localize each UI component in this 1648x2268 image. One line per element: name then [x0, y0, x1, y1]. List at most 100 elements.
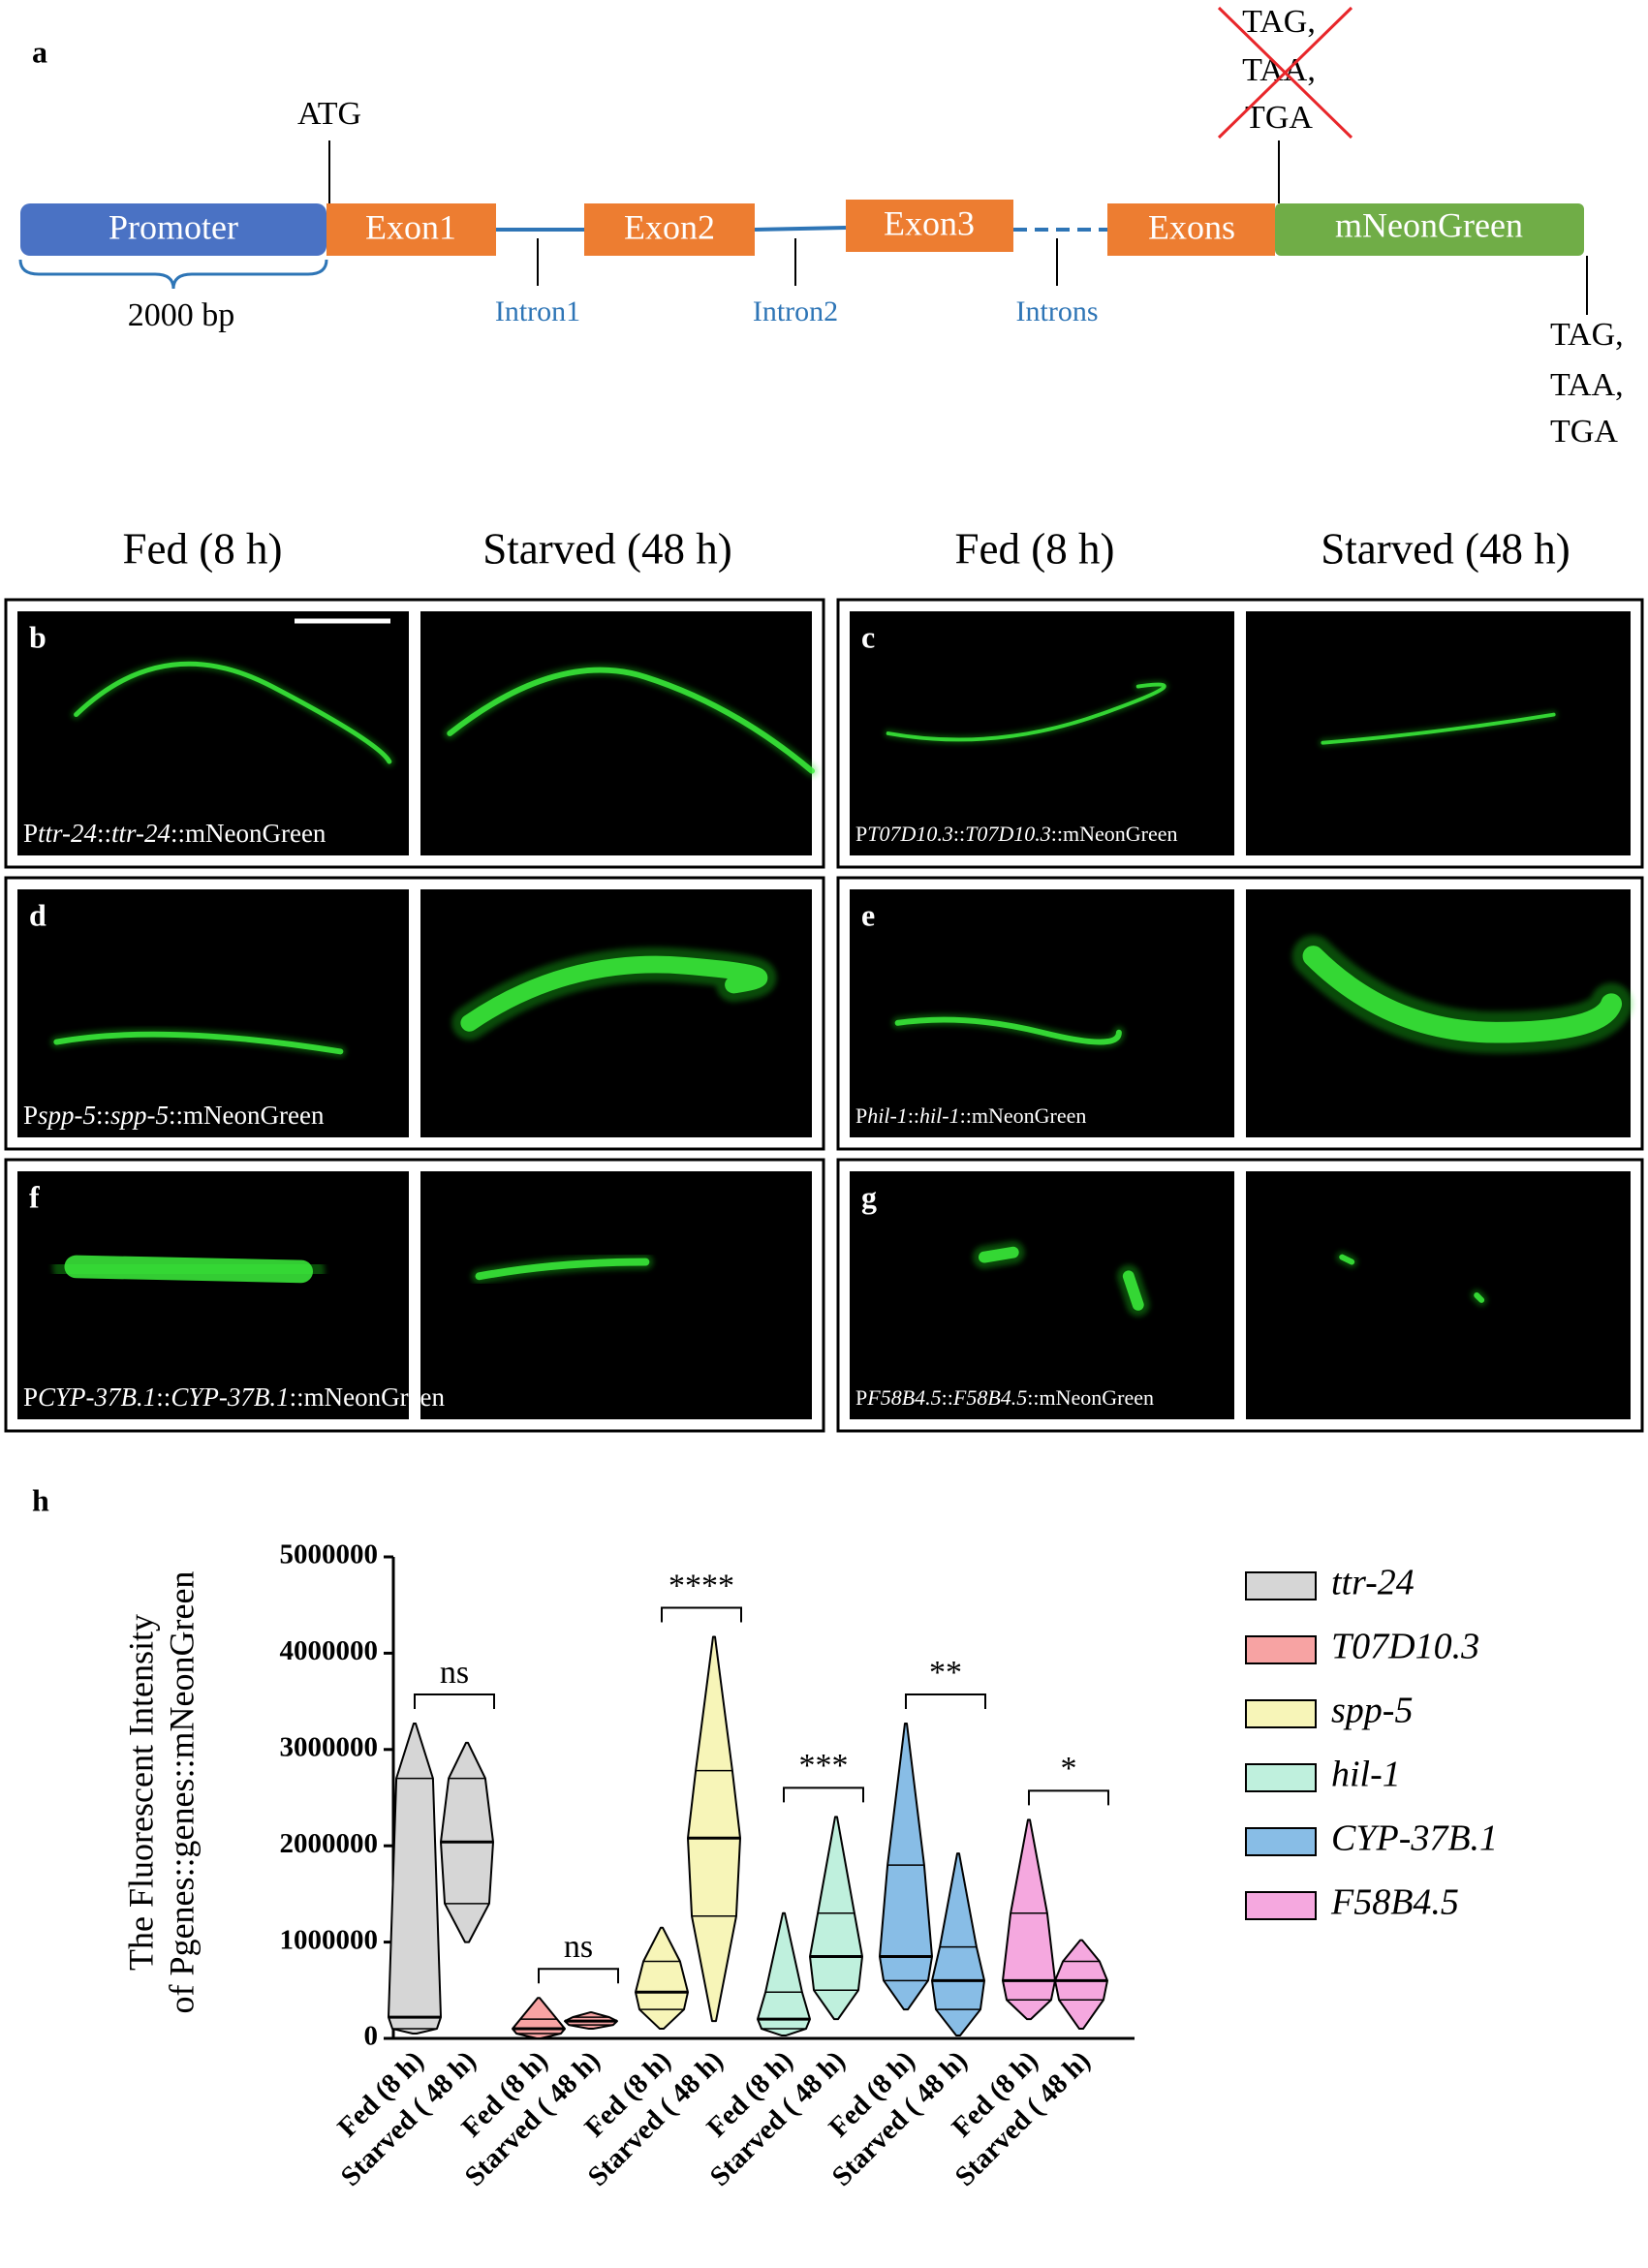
label-part: ::: [942, 1385, 953, 1410]
micrograph: [17, 889, 409, 1137]
label-part: T07D10.3: [965, 822, 1051, 846]
y-tick-label: 4000000: [280, 1635, 379, 1666]
micrograph: [420, 1171, 812, 1419]
y-axis-label: The Fluorescent Intensity: [121, 1614, 160, 1971]
panel-letter: a: [32, 34, 47, 69]
panel-letter: h: [32, 1482, 49, 1517]
micrograph: [17, 611, 409, 855]
removed-stop: TAA,: [1242, 52, 1316, 88]
segment-label: mNeonGreen: [1335, 205, 1523, 244]
column-header: Starved (48 h): [482, 524, 731, 573]
label-part: ::: [96, 1101, 110, 1130]
micrograph: [420, 611, 812, 855]
worm-body: [53, 1031, 344, 1055]
worm-body: [1339, 1254, 1485, 1303]
significance-label: ***: [799, 1748, 849, 1784]
label-part: ::mNeonGreen: [171, 819, 326, 848]
column-header: Fed (8 h): [955, 524, 1115, 573]
y-tick-label: 0: [364, 2021, 379, 2052]
panel-label: PF58B4.5::F58B4.5::mNeonGreen: [855, 1385, 1154, 1410]
worm-body: [886, 682, 1166, 742]
label-part: P: [23, 1383, 38, 1412]
label-part: CYP-37B.1: [38, 1383, 156, 1412]
violin: [512, 1997, 566, 2039]
micrograph: [1246, 1171, 1631, 1419]
micrograph: [850, 1171, 1234, 1419]
legend-swatch: [1245, 1635, 1317, 1664]
y-tick-label: 1000000: [280, 1924, 379, 1955]
exon-box: [1107, 203, 1275, 256]
panel-letter: g: [861, 1179, 877, 1214]
label-part: ::: [156, 1383, 171, 1412]
significance-bracket: [1028, 1789, 1109, 1806]
label-part: F58B4.5: [866, 1385, 941, 1410]
label-part: ::: [908, 1103, 919, 1128]
significance-label: ****: [669, 1568, 734, 1603]
worm: [444, 664, 819, 777]
column-header: Starved (48 h): [1321, 524, 1570, 573]
stop-codon: TAA,: [1550, 367, 1624, 403]
worm: [71, 659, 394, 766]
significance-bracket: [414, 1693, 495, 1709]
exon-box: [846, 200, 1013, 252]
legend-swatch: [1245, 1699, 1317, 1728]
worm-body: [74, 661, 392, 764]
panel-label: Pttr-24::ttr-24::mNeonGreen: [23, 819, 326, 848]
worm-body: [978, 1246, 1144, 1311]
y-tick-label: 5000000: [280, 1539, 379, 1570]
segment-label: Exon2: [624, 207, 715, 246]
reporter-box: [1275, 203, 1584, 256]
worm: [1319, 710, 1558, 747]
legend-label: T07D10.3: [1331, 1627, 1479, 1667]
worm: [1291, 935, 1632, 1054]
intron-line: [754, 226, 847, 232]
panel-letter: b: [29, 619, 47, 654]
removed-stop: TGA: [1245, 100, 1313, 136]
legend-label: spp-5: [1331, 1691, 1413, 1731]
label-part: F58B4.5: [952, 1385, 1027, 1410]
label-part: hil-1: [867, 1103, 908, 1128]
label-part: ::: [97, 819, 111, 848]
worm-body: [894, 1016, 1122, 1045]
label-part: P: [23, 1101, 38, 1130]
label-part: ::mNeonGreen: [169, 1101, 325, 1130]
label-part: spp-5: [38, 1101, 96, 1130]
worm: [451, 947, 777, 1041]
label-part: ::mNeonGreen: [1027, 1385, 1154, 1410]
removed-stop: TAG,: [1242, 4, 1316, 40]
worm: [50, 1028, 347, 1058]
segment-label: Exon3: [884, 203, 975, 242]
y-axis-label: of Pgenes::genes::mNeonGreen: [162, 1571, 201, 2014]
significance-label: ns: [440, 1655, 469, 1691]
label-part: hil-1: [919, 1103, 960, 1128]
violin: [879, 1722, 933, 2011]
worm-body: [1321, 712, 1556, 745]
worm-body: [447, 667, 816, 774]
significance-bracket: [661, 1606, 742, 1623]
label-part: ::: [953, 822, 965, 846]
violin: [1002, 1818, 1056, 2021]
segment-label: Promoter: [109, 207, 238, 246]
start-codon: ATG: [297, 96, 361, 132]
intron-label: Intron2: [753, 295, 838, 327]
label-part: ttr-24: [38, 819, 97, 848]
label-part: P: [855, 1103, 867, 1128]
intron-label: Intron1: [495, 295, 580, 327]
segment-label: Exons: [1148, 207, 1235, 246]
label-part: ::mNeonGreen: [960, 1103, 1087, 1128]
worm: [471, 1254, 654, 1285]
legend-swatch: [1245, 1763, 1317, 1792]
exon-box: [584, 203, 755, 256]
label-part: P: [855, 1385, 867, 1410]
significance-label: *: [1061, 1751, 1077, 1786]
y-tick-label: 2000000: [280, 1828, 379, 1859]
significance-bracket: [905, 1693, 986, 1709]
cross-line: [1217, 6, 1353, 140]
label-part: ::mNeonGreen: [1051, 822, 1178, 846]
violin: [757, 1911, 811, 2037]
panel-label: PT07D10.3::T07D10.3::mNeonGreen: [855, 822, 1177, 846]
label-part: ttr-24: [111, 819, 171, 848]
label-part: CYP-37B.1: [171, 1383, 289, 1412]
violin: [388, 1722, 442, 2035]
